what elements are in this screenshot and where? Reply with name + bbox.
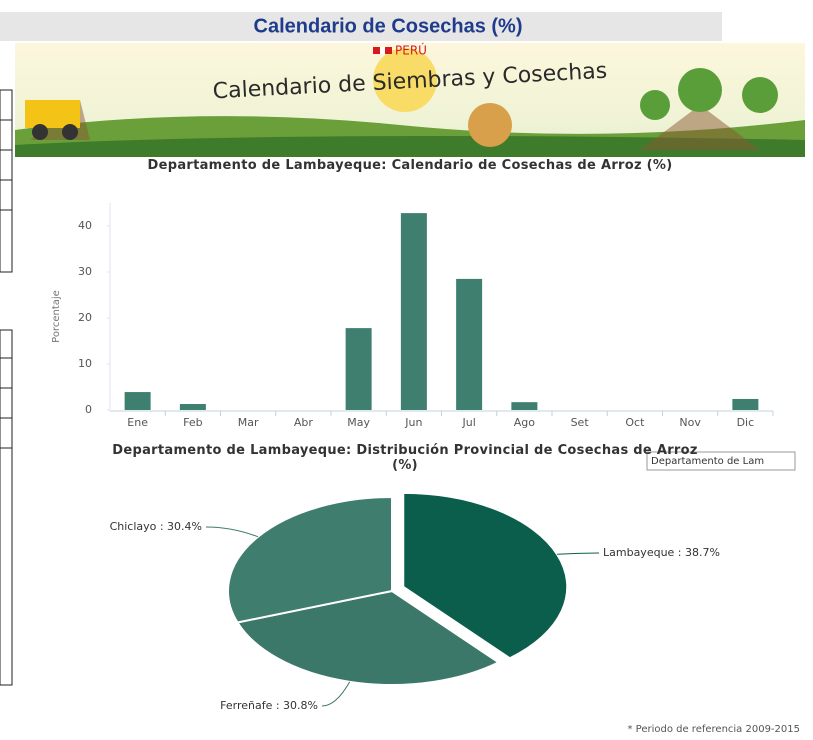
data-label: Lambayeque : 38.7% <box>603 546 720 559</box>
bar <box>511 402 537 410</box>
y-tick-label: 0 <box>85 403 92 416</box>
x-tick-label: Ago <box>514 416 536 429</box>
data-label: Chiclayo : 30.4% <box>110 520 202 533</box>
side-table <box>0 90 12 685</box>
x-tick-label: Set <box>571 416 590 429</box>
y-tick-label: 30 <box>78 265 92 278</box>
y-tick-label: 20 <box>78 311 92 324</box>
x-tick-label: Jun <box>404 416 422 429</box>
data-label: Ferreñafe : 30.8% <box>220 699 318 712</box>
label-connector <box>557 553 599 554</box>
x-tick-label: May <box>347 416 370 429</box>
x-tick-label: Nov <box>679 416 701 429</box>
bar-chart-title: Departamento de Lambayeque: Calendario d… <box>60 158 760 173</box>
banner: PERÚ Calendario de Siembras y Cosechas <box>15 43 805 158</box>
page: Calendario de Cosechas (%) PERÚ Calendar… <box>0 0 813 740</box>
bar <box>125 392 151 410</box>
x-tick-label: Mar <box>238 416 259 429</box>
x-tick-label: Ene <box>127 416 148 429</box>
pie-chart-title: Departamento de Lambayeque: Distribución… <box>100 443 710 473</box>
x-tick-label: Jul <box>461 416 475 429</box>
banner-country: PERÚ <box>395 43 427 58</box>
x-tick-label: Oct <box>625 416 645 429</box>
y-tick-label: 40 <box>78 219 92 232</box>
x-tick-label: Feb <box>183 416 202 429</box>
footnote: * Periodo de referencia 2009-2015 <box>627 724 800 735</box>
bar <box>401 213 427 410</box>
y-tick-label: 10 <box>78 357 92 370</box>
bar <box>180 404 206 410</box>
header-title: Calendario de Cosechas (%) <box>254 15 523 37</box>
label-connector <box>206 527 258 537</box>
chart: Calendario de Cosechas (%) PERÚ Calendar… <box>0 0 813 740</box>
bar <box>732 399 758 410</box>
label-connector <box>322 682 350 706</box>
bar <box>456 279 482 410</box>
bar <box>346 328 372 410</box>
x-tick-label: Abr <box>294 416 314 429</box>
y-axis-label: Porcentaje <box>51 290 62 343</box>
x-tick-label: Dic <box>737 416 755 429</box>
